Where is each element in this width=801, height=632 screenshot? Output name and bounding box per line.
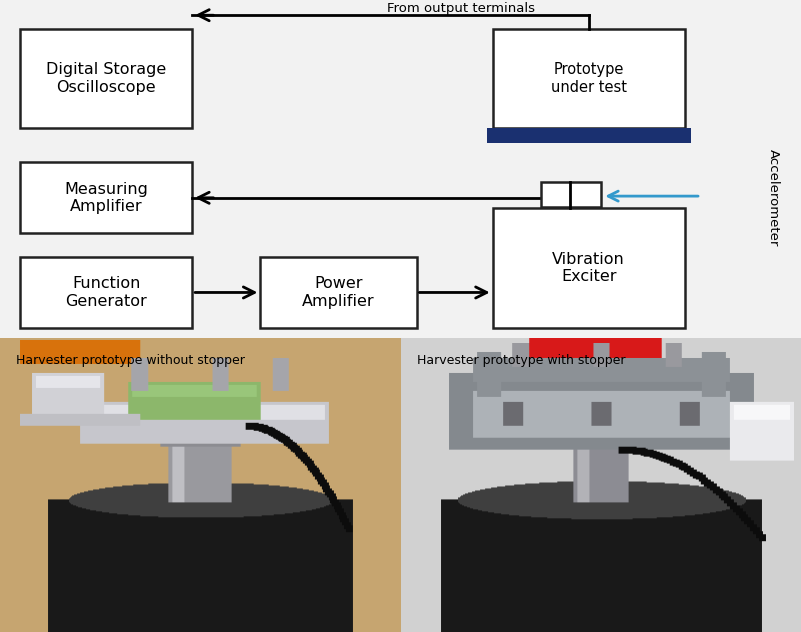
Text: Harvester prototype without stopper: Harvester prototype without stopper (16, 355, 245, 367)
Bar (493, 208, 685, 328)
Text: Vibration
Exciter: Vibration Exciter (553, 252, 625, 284)
Text: Prototype
under test: Prototype under test (551, 63, 626, 95)
Bar (20, 162, 192, 233)
Text: Accelerometer: Accelerometer (767, 149, 779, 246)
Text: Function
Generator: Function Generator (65, 276, 147, 308)
Text: Measuring
Amplifier: Measuring Amplifier (64, 181, 148, 214)
Text: Harvester prototype with stopper: Harvester prototype with stopper (417, 355, 625, 367)
Bar (20, 257, 192, 328)
Bar (493, 28, 685, 128)
Bar (260, 257, 417, 328)
Text: Digital Storage
Oscilloscope: Digital Storage Oscilloscope (46, 63, 167, 95)
Bar (20, 28, 192, 128)
Bar (487, 128, 691, 143)
Text: From output terminals: From output terminals (387, 2, 534, 15)
Bar (541, 182, 601, 207)
Text: Power
Amplifier: Power Amplifier (302, 276, 375, 308)
